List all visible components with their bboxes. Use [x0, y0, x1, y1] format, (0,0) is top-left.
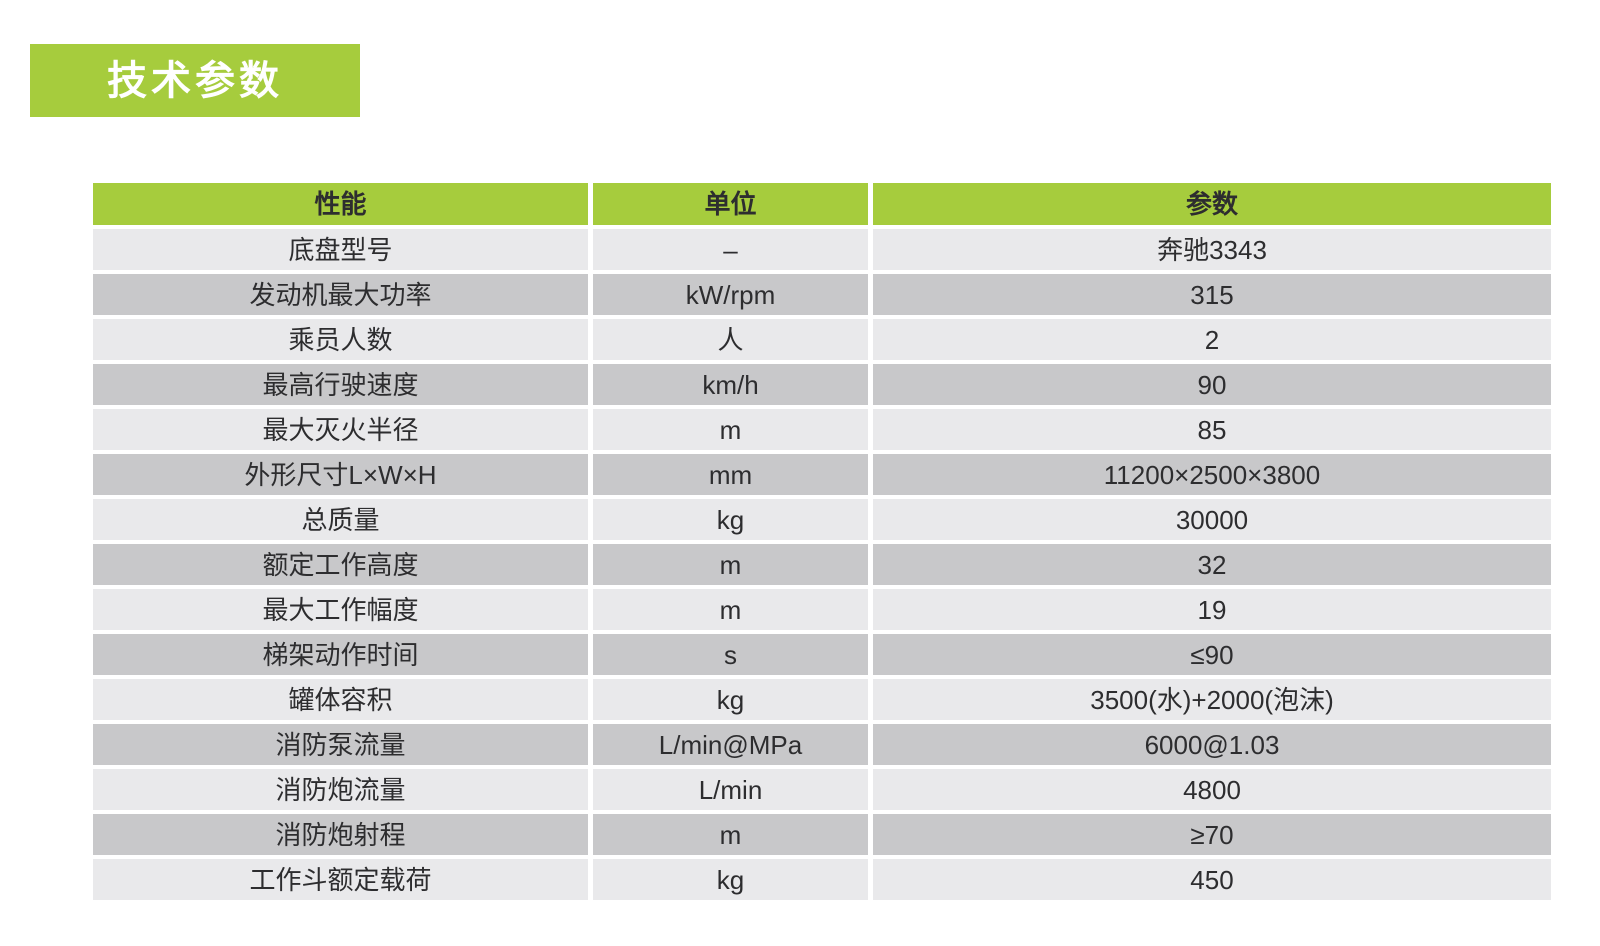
cell-value: 30000: [873, 499, 1551, 540]
cell-property: 底盘型号: [93, 229, 588, 270]
cell-property: 工作斗额定载荷: [93, 859, 588, 900]
table-row: 最大灭火半径 m 85: [93, 409, 1551, 450]
table-row: 最大工作幅度 m 19: [93, 589, 1551, 630]
cell-value: 85: [873, 409, 1551, 450]
cell-property: 罐体容积: [93, 679, 588, 720]
cell-value: 3500(水)+2000(泡沫): [873, 679, 1551, 720]
cell-value: 11200×2500×3800: [873, 454, 1551, 495]
cell-unit: m: [593, 814, 868, 855]
table-row: 工作斗额定载荷 kg 450: [93, 859, 1551, 900]
cell-value: 90: [873, 364, 1551, 405]
table-row: 外形尺寸L×W×H mm 11200×2500×3800: [93, 454, 1551, 495]
cell-unit: 人: [593, 319, 868, 360]
cell-unit: kW/rpm: [593, 274, 868, 315]
cell-unit: L/min: [593, 769, 868, 810]
table-row: 底盘型号 – 奔驰3343: [93, 229, 1551, 270]
page-title: 技术参数: [107, 58, 283, 103]
cell-unit: m: [593, 589, 868, 630]
table-row: 消防炮流量 L/min 4800: [93, 769, 1551, 810]
cell-value: 32: [873, 544, 1551, 585]
cell-property: 梯架动作时间: [93, 634, 588, 675]
table-row: 乘员人数 人 2: [93, 319, 1551, 360]
table-row: 消防泵流量 L/min@MPa 6000@1.03: [93, 724, 1551, 765]
cell-property: 外形尺寸L×W×H: [93, 454, 588, 495]
cell-value: 6000@1.03: [873, 724, 1551, 765]
cell-unit: kg: [593, 499, 868, 540]
cell-property: 额定工作高度: [93, 544, 588, 585]
cell-property: 乘员人数: [93, 319, 588, 360]
cell-unit: km/h: [593, 364, 868, 405]
cell-unit: mm: [593, 454, 868, 495]
cell-value: 19: [873, 589, 1551, 630]
table-row: 消防炮射程 m ≥70: [93, 814, 1551, 855]
col-header-unit: 单位: [593, 183, 868, 225]
cell-value: 4800: [873, 769, 1551, 810]
cell-property: 消防炮射程: [93, 814, 588, 855]
cell-property: 最大灭火半径: [93, 409, 588, 450]
cell-property: 消防炮流量: [93, 769, 588, 810]
cell-property: 发动机最大功率: [93, 274, 588, 315]
table-row: 总质量 kg 30000: [93, 499, 1551, 540]
table-row: 额定工作高度 m 32: [93, 544, 1551, 585]
table-row: 发动机最大功率 kW/rpm 315: [93, 274, 1551, 315]
spec-table-body: 底盘型号 – 奔驰3343 发动机最大功率 kW/rpm 315 乘员人数 人 …: [93, 229, 1551, 900]
col-header-parameter: 参数: [873, 183, 1551, 225]
table-header-row: 性能 单位 参数: [93, 183, 1551, 225]
cell-unit: s: [593, 634, 868, 675]
cell-value: ≥70: [873, 814, 1551, 855]
cell-unit: L/min@MPa: [593, 724, 868, 765]
cell-unit: kg: [593, 679, 868, 720]
spec-table: 性能 单位 参数 底盘型号 – 奔驰3343 发动机最大功率 kW/rpm 31…: [93, 183, 1551, 900]
cell-value: 315: [873, 274, 1551, 315]
cell-value: 奔驰3343: [873, 229, 1551, 270]
cell-property: 最高行驶速度: [93, 364, 588, 405]
table-row: 最高行驶速度 km/h 90: [93, 364, 1551, 405]
cell-property: 最大工作幅度: [93, 589, 588, 630]
table-row: 梯架动作时间 s ≤90: [93, 634, 1551, 675]
cell-unit: m: [593, 409, 868, 450]
cell-property: 总质量: [93, 499, 588, 540]
cell-unit: m: [593, 544, 868, 585]
cell-value: 450: [873, 859, 1551, 900]
cell-unit: –: [593, 229, 868, 270]
cell-unit: kg: [593, 859, 868, 900]
table-row: 罐体容积 kg 3500(水)+2000(泡沫): [93, 679, 1551, 720]
cell-value: 2: [873, 319, 1551, 360]
section-title-block: 技术参数: [30, 44, 360, 117]
col-header-performance: 性能: [93, 183, 588, 225]
cell-value: ≤90: [873, 634, 1551, 675]
cell-property: 消防泵流量: [93, 724, 588, 765]
